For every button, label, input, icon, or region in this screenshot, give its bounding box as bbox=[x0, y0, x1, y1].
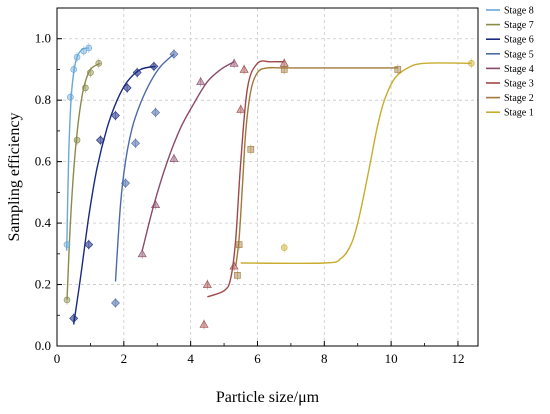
legend-label-stage-8: Stage 8 bbox=[504, 6, 534, 17]
fit-curve-stage-5 bbox=[114, 53, 175, 282]
fit-curve-stage-2 bbox=[235, 66, 398, 267]
data-point-stage-2 bbox=[234, 272, 241, 279]
y-axis-title: Sampling efficiency bbox=[6, 113, 23, 242]
legend-label-stage-1: Stage 1 bbox=[504, 108, 534, 119]
data-point-stage-7 bbox=[95, 60, 103, 67]
data-point-stage-6 bbox=[132, 68, 142, 77]
x-tick-label: 4 bbox=[187, 351, 194, 366]
y-tick-label: 0.6 bbox=[35, 154, 52, 169]
data-point-stage-1 bbox=[280, 244, 288, 251]
data-point-stage-3 bbox=[229, 261, 239, 270]
data-point-stage-6 bbox=[96, 135, 105, 145]
data-point-stage-8 bbox=[67, 93, 74, 101]
data-point-stage-1 bbox=[468, 60, 475, 67]
data-point-stage-6 bbox=[84, 240, 94, 250]
data-point-stage-8 bbox=[73, 53, 81, 61]
x-tick-label: 0 bbox=[54, 351, 61, 366]
data-point-stage-7 bbox=[82, 84, 89, 92]
data-point-stage-6 bbox=[111, 111, 120, 120]
plot-frame bbox=[56, 7, 479, 347]
data-point-stage-5 bbox=[169, 49, 179, 59]
data-point-stage-2 bbox=[247, 146, 255, 153]
fit-curve-stage-4 bbox=[141, 61, 235, 251]
data-point-stage-7 bbox=[63, 296, 71, 304]
grid bbox=[57, 8, 478, 346]
fit-curve-stage-6 bbox=[73, 65, 156, 325]
legend: Stage 8 Stage 7 Stage 6 Stage 5 Stage 4 Stage… bbox=[486, 6, 534, 119]
data-point-stage-2 bbox=[235, 241, 243, 248]
legend-label-stage-3: Stage 3 bbox=[504, 79, 534, 90]
x-tick-label: 12 bbox=[451, 351, 464, 366]
data-point-stage-3 bbox=[199, 319, 209, 328]
x-tick-label: 10 bbox=[385, 351, 398, 366]
y-tick-label: 0.2 bbox=[35, 277, 51, 292]
data-point-stage-5 bbox=[121, 178, 130, 188]
x-tick-label: 8 bbox=[321, 351, 328, 366]
data-point-stage-3 bbox=[236, 104, 246, 113]
data-point-stage-5 bbox=[111, 298, 120, 308]
y-tick-label: 0.4 bbox=[35, 215, 52, 230]
x-tick-label: 6 bbox=[254, 351, 261, 366]
data-point-stage-4 bbox=[229, 58, 239, 67]
data-point-stage-2 bbox=[280, 66, 288, 73]
data-points bbox=[63, 42, 475, 330]
axis-ticks: 0 2 4 6 8 10 12 0.0 0.2 0.4 0.6 0.8 1.0 bbox=[35, 7, 464, 366]
fit-curve-stage-3 bbox=[207, 60, 285, 298]
legend-label-stage-7: Stage 7 bbox=[504, 20, 534, 31]
fit-curve-stage-1 bbox=[240, 62, 472, 265]
data-point-stage-4 bbox=[151, 200, 161, 208]
data-point-stage-4 bbox=[169, 153, 179, 162]
data-point-stage-3 bbox=[202, 279, 212, 288]
data-point-stage-6 bbox=[69, 313, 79, 323]
legend-label-stage-5: Stage 5 bbox=[504, 49, 534, 60]
y-tick-label: 1.0 bbox=[35, 31, 51, 46]
legend-label-stage-2: Stage 2 bbox=[504, 93, 534, 104]
data-point-stage-7 bbox=[73, 136, 81, 144]
legend-label-stage-4: Stage 4 bbox=[504, 64, 534, 75]
data-point-stage-5 bbox=[151, 108, 160, 117]
y-tick-label: 0.8 bbox=[35, 92, 51, 107]
data-point-stage-8 bbox=[80, 47, 88, 55]
data-point-stage-5 bbox=[131, 138, 140, 148]
data-point-stage-2 bbox=[394, 66, 402, 73]
x-axis-title: Particle size/μm bbox=[216, 389, 320, 406]
data-point-stage-8 bbox=[63, 241, 71, 248]
data-point-stage-6 bbox=[149, 61, 159, 71]
data-point-stage-8 bbox=[70, 66, 78, 73]
data-point-stage-4 bbox=[137, 249, 147, 258]
data-point-stage-3 bbox=[239, 64, 249, 73]
y-tick-label: 0.0 bbox=[35, 338, 51, 353]
data-point-stage-4 bbox=[196, 77, 206, 86]
data-point-stage-7 bbox=[87, 69, 94, 76]
data-point-stage-8 bbox=[85, 44, 93, 52]
data-point-stage-6 bbox=[122, 83, 132, 93]
x-tick-label: 2 bbox=[121, 351, 128, 366]
legend-label-stage-6: Stage 6 bbox=[504, 35, 534, 46]
